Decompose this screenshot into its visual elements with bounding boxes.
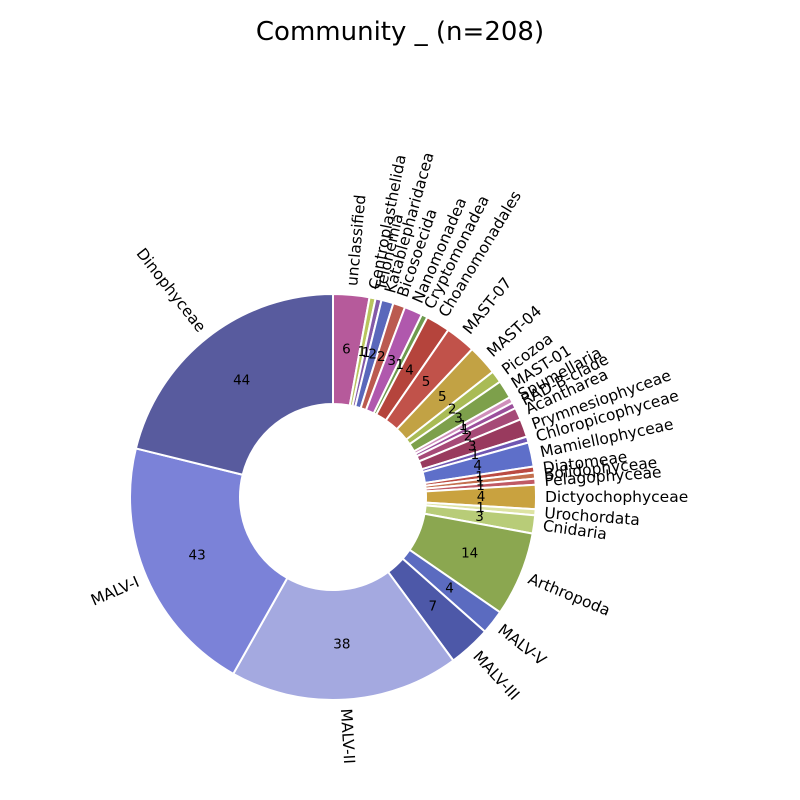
count-label: 44 <box>233 373 250 389</box>
count-label: 1 <box>459 418 468 434</box>
count-label: 38 <box>333 637 350 653</box>
count-label: 2 <box>368 346 377 362</box>
count-label: 6 <box>342 342 351 358</box>
category-label-malv-i: MALV-I <box>88 573 142 610</box>
count-label: 1 <box>475 469 484 485</box>
count-label: 1 <box>471 447 480 463</box>
count-label: 4 <box>405 362 414 378</box>
count-label: 2 <box>448 401 457 417</box>
count-label: 1 <box>476 478 485 494</box>
count-label: 3 <box>468 439 477 455</box>
category-label-dinophyceae: Dinophyceae <box>133 245 210 336</box>
count-label: 7 <box>429 598 438 614</box>
count-label: 1 <box>461 422 470 438</box>
count-label: 3 <box>475 509 484 525</box>
category-label-malv-iii: MALV-III <box>469 647 523 703</box>
count-label: 4 <box>473 458 482 474</box>
count-label: 3 <box>387 353 396 369</box>
wedge-malv-i <box>129 447 289 675</box>
chart-title: Community _ (n=208) <box>256 17 544 47</box>
count-label: 4 <box>477 489 486 505</box>
count-label: 1 <box>476 473 485 489</box>
count-label: 5 <box>438 389 447 405</box>
category-label-malv-ii: MALV-II <box>337 708 358 764</box>
count-label: 3 <box>454 411 463 427</box>
count-label: 5 <box>422 374 431 390</box>
wedge-dinophyceae <box>134 293 334 476</box>
count-label: 43 <box>189 548 206 564</box>
category-label-unclassified: unclassified <box>343 194 369 287</box>
count-label: 2 <box>377 349 386 365</box>
count-label: 1 <box>362 345 371 361</box>
count-label: 1 <box>358 344 367 360</box>
category-label-malv-v: MALV-V <box>494 621 549 670</box>
count-label: 2 <box>464 428 473 444</box>
wedges-group <box>129 293 538 702</box>
wedge-malv-ii <box>232 570 455 702</box>
count-label: 1 <box>396 357 405 373</box>
category-label-arthropoda: Arthropoda <box>525 570 612 620</box>
count-label: 1 <box>476 500 485 516</box>
count-label: 14 <box>461 546 478 562</box>
count-label: 4 <box>445 580 454 596</box>
category-label-dictyochophyceae: Dictyochophyceae <box>545 488 688 506</box>
